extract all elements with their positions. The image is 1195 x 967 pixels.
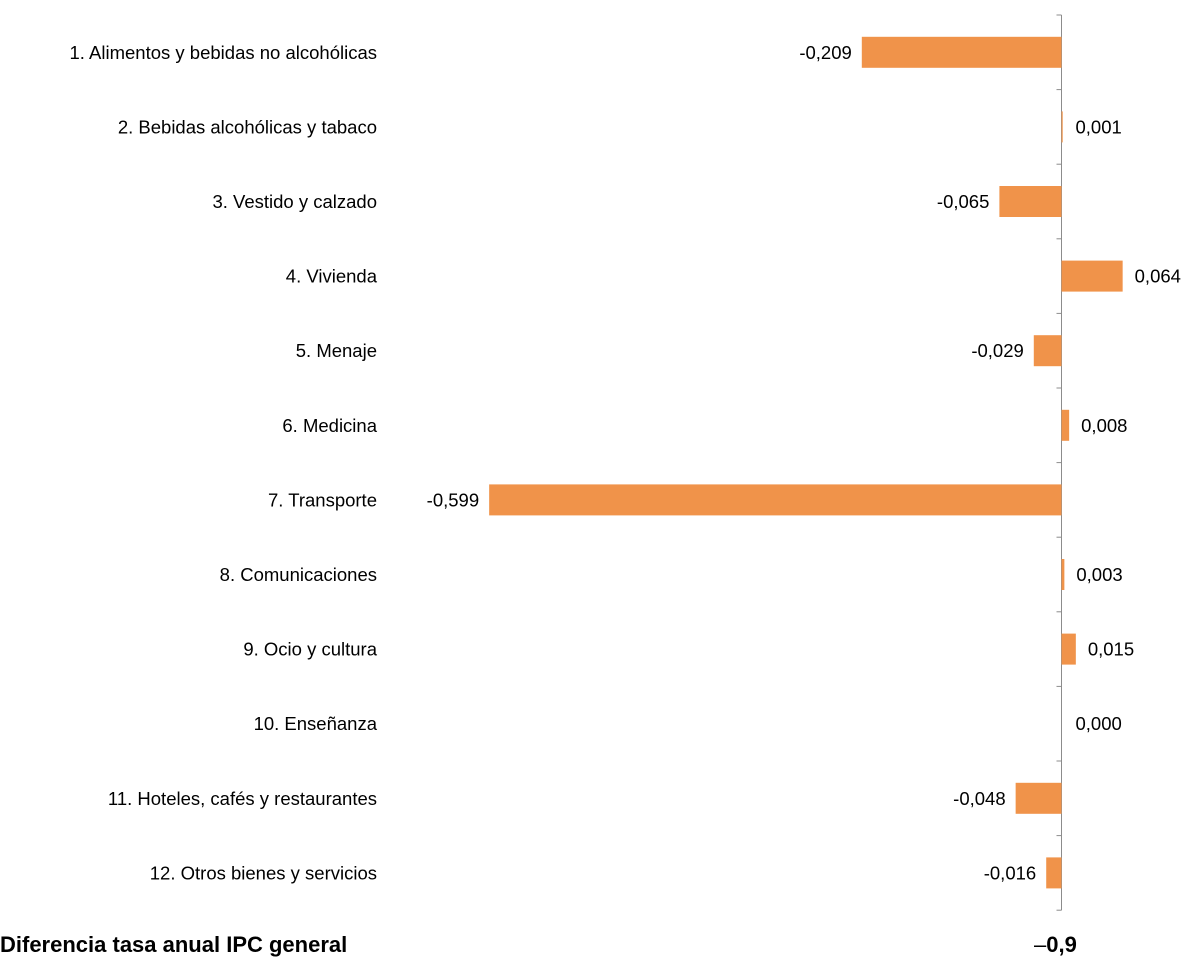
category-label: 5. Menaje xyxy=(296,340,377,361)
category-label: 9. Ocio y cultura xyxy=(243,639,377,660)
bar xyxy=(1046,857,1062,889)
footer-value-dash: – xyxy=(1034,932,1047,957)
category-label: 11. Hoteles, cafés y restaurantes xyxy=(108,788,377,809)
data-label: -0,599 xyxy=(427,489,479,510)
data-label: -0,016 xyxy=(984,862,1036,883)
bar xyxy=(861,36,1062,68)
data-label: 0,003 xyxy=(1076,564,1122,585)
bar xyxy=(1033,335,1062,367)
data-label: -0,209 xyxy=(799,42,851,63)
bar xyxy=(999,186,1062,217)
data-label: -0,048 xyxy=(953,788,1005,809)
footer-value: –0,9 xyxy=(1034,932,1077,958)
bar xyxy=(1061,260,1123,292)
category-label: 7. Transporte xyxy=(268,489,377,510)
footer-label: Diferencia tasa anual IPC general xyxy=(0,932,348,957)
bar xyxy=(1061,409,1070,441)
data-label: -0,029 xyxy=(971,340,1023,361)
data-label: 0,015 xyxy=(1088,639,1134,660)
data-label: 0,000 xyxy=(1076,713,1122,734)
bar xyxy=(1061,559,1065,590)
data-label: 0,001 xyxy=(1076,116,1122,137)
bar xyxy=(1061,633,1076,665)
bar xyxy=(1015,782,1062,814)
category-label: 8. Comunicaciones xyxy=(220,564,377,585)
data-label: -0,065 xyxy=(937,191,989,212)
category-label: 1. Alimentos y bebidas no alcohólicas xyxy=(70,42,378,63)
bar xyxy=(1061,111,1063,143)
category-label: 10. Enseñanza xyxy=(254,713,378,734)
category-label: 3. Vestido y calzado xyxy=(212,191,377,212)
category-label: 12. Otros bienes y servicios xyxy=(150,862,377,883)
data-label: 0,008 xyxy=(1081,415,1127,436)
category-label: 4. Vivienda xyxy=(286,266,378,287)
chart: 1. Alimentos y bebidas no alcohólicas -0,… xyxy=(70,14,1181,911)
footer-value-number: 0,9 xyxy=(1046,932,1077,957)
category-label: 2. Bebidas alcohólicas y tabaco xyxy=(118,116,377,137)
bar xyxy=(489,484,1062,516)
category-label: 6. Medicina xyxy=(282,415,377,436)
data-label: 0,064 xyxy=(1135,266,1181,287)
